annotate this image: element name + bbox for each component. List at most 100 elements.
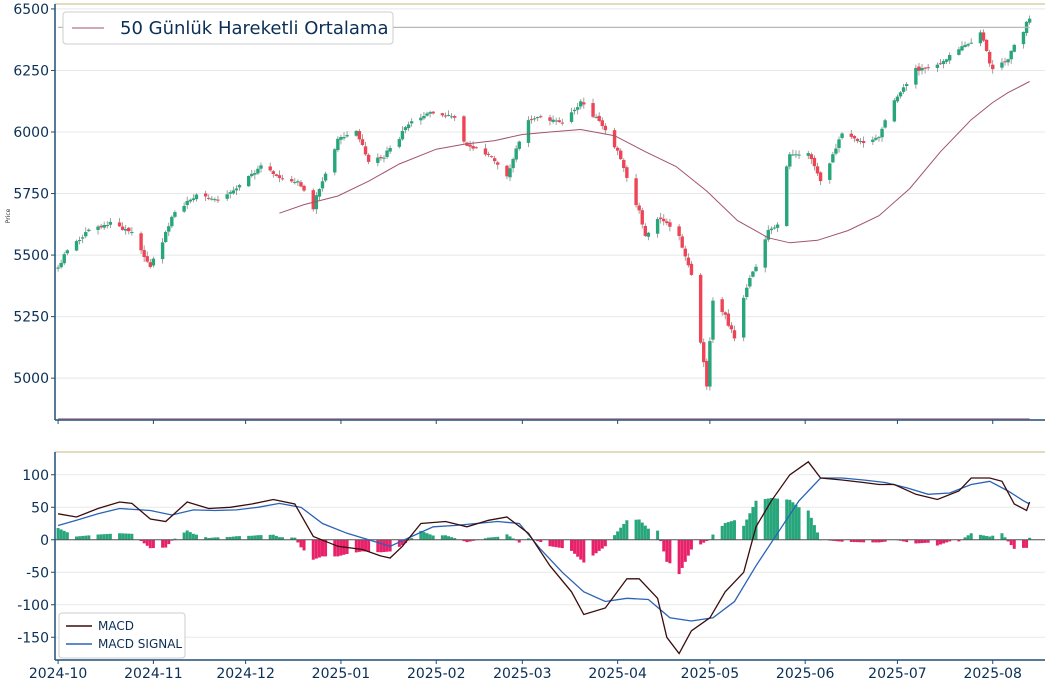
macd-histogram-bar bbox=[204, 537, 208, 540]
candle-body bbox=[99, 225, 103, 228]
macd-histogram-bar bbox=[151, 539, 155, 549]
macd-histogram-bar bbox=[447, 536, 451, 540]
candle-body bbox=[216, 199, 220, 201]
candle-body bbox=[551, 119, 555, 122]
macd-histogram-bar bbox=[194, 534, 198, 540]
macd-xtick-label: 2025-08 bbox=[963, 666, 1022, 682]
candle-body bbox=[419, 117, 423, 121]
macd-histogram-bar bbox=[883, 539, 887, 542]
candle-body bbox=[615, 147, 620, 151]
candle-body bbox=[818, 172, 823, 182]
macd-histogram-bar bbox=[419, 530, 423, 540]
candle-body bbox=[462, 116, 466, 142]
candle-body bbox=[1009, 50, 1013, 60]
price-ytick-label: 5250 bbox=[13, 310, 49, 326]
candle-body bbox=[151, 258, 156, 266]
macd-ytick-label: 50 bbox=[31, 500, 49, 516]
macd-histogram-bar bbox=[763, 499, 767, 540]
candle-body bbox=[185, 200, 189, 206]
candle-body bbox=[662, 218, 666, 222]
macd-histogram-bar bbox=[274, 535, 278, 540]
macd-histogram-bar bbox=[720, 525, 724, 540]
candle-body bbox=[84, 232, 88, 237]
macd-signal-line bbox=[57, 477, 1030, 622]
macd-histogram-bar bbox=[579, 539, 583, 560]
macd-histogram-bar bbox=[127, 533, 131, 540]
macd-histogram-bar bbox=[290, 537, 294, 540]
candle-body bbox=[729, 325, 734, 330]
macd-histogram-bar bbox=[354, 539, 358, 553]
candle-body bbox=[963, 44, 967, 47]
candle-body bbox=[517, 141, 521, 149]
candle-body bbox=[794, 154, 798, 156]
candle-body bbox=[231, 190, 236, 194]
candle-body bbox=[182, 205, 186, 212]
candle-body bbox=[440, 113, 445, 116]
candle-body bbox=[336, 138, 340, 151]
candle-body bbox=[698, 274, 703, 343]
macd-histogram-bar bbox=[213, 537, 217, 540]
macd-histogram-bar bbox=[723, 523, 727, 540]
macd-histogram-bar bbox=[1009, 539, 1013, 546]
macd-histogram-bar bbox=[560, 539, 564, 549]
macd-histogram-bar bbox=[271, 534, 275, 540]
macd-ytick-label: 100 bbox=[22, 468, 49, 484]
macd-histogram-bar bbox=[231, 536, 235, 540]
macd-histogram-bar bbox=[766, 498, 770, 540]
macd-histogram-bar bbox=[320, 539, 324, 557]
candle-body bbox=[981, 32, 986, 41]
candle-body bbox=[1021, 31, 1026, 45]
candle-body bbox=[837, 139, 841, 148]
macd-histogram-bar bbox=[517, 539, 521, 543]
macd-histogram-bar bbox=[871, 539, 875, 543]
macd-histogram-bar bbox=[797, 507, 801, 540]
candle-body bbox=[917, 66, 921, 71]
candle-body bbox=[957, 49, 961, 55]
candle-body bbox=[317, 189, 322, 197]
macd-histogram-bar bbox=[772, 498, 776, 540]
candle-body bbox=[471, 146, 475, 149]
candle-body bbox=[658, 217, 663, 219]
macd-histogram-bar bbox=[182, 532, 186, 540]
candle-body bbox=[422, 115, 426, 119]
candle-body bbox=[142, 250, 146, 258]
candle-body bbox=[160, 242, 165, 260]
candle-body bbox=[935, 64, 940, 68]
macd-histogram-bar bbox=[496, 536, 500, 540]
macd-histogram-bar bbox=[96, 534, 100, 540]
macd-histogram bbox=[56, 497, 1032, 575]
candle-body bbox=[65, 250, 69, 254]
macd-xtick-label: 2025-07 bbox=[868, 666, 927, 682]
candle-body bbox=[345, 135, 349, 137]
macd-histogram-bar bbox=[379, 539, 383, 553]
candle-body bbox=[449, 116, 454, 118]
candle-body bbox=[1006, 59, 1010, 63]
macd-histogram-bar bbox=[164, 539, 168, 548]
macd-histogram-bar bbox=[686, 539, 690, 556]
macd-histogram-bar bbox=[490, 537, 494, 540]
macd-xtick-label: 2024-12 bbox=[216, 666, 275, 682]
macd-histogram-bar bbox=[637, 519, 641, 540]
macd-histogram-bar bbox=[603, 539, 607, 547]
macd-histogram-bar bbox=[511, 538, 515, 540]
candle-body bbox=[277, 175, 282, 179]
macd-histogram-bar bbox=[751, 507, 755, 540]
price-legend: 50 Günlük Hareketli Ortalama bbox=[62, 11, 394, 45]
macd-histogram-bar bbox=[726, 522, 730, 540]
candle-body bbox=[560, 122, 564, 124]
macd-histogram-bar bbox=[505, 534, 509, 540]
candle-body bbox=[643, 225, 648, 236]
macd-histogram-bar bbox=[729, 521, 733, 540]
macd-histogram-bar bbox=[130, 533, 134, 540]
candle-body bbox=[311, 190, 315, 210]
candle-body bbox=[492, 158, 497, 162]
macd-histogram-bar bbox=[259, 535, 263, 540]
candle-body bbox=[720, 299, 724, 313]
macd-histogram-bar bbox=[920, 539, 924, 544]
macd-histogram-bar bbox=[65, 532, 69, 540]
candle-body bbox=[575, 107, 580, 110]
macd-histogram-bar bbox=[216, 537, 220, 540]
candle-body bbox=[489, 156, 494, 158]
candle-body bbox=[987, 51, 992, 64]
candle-body bbox=[496, 162, 500, 165]
